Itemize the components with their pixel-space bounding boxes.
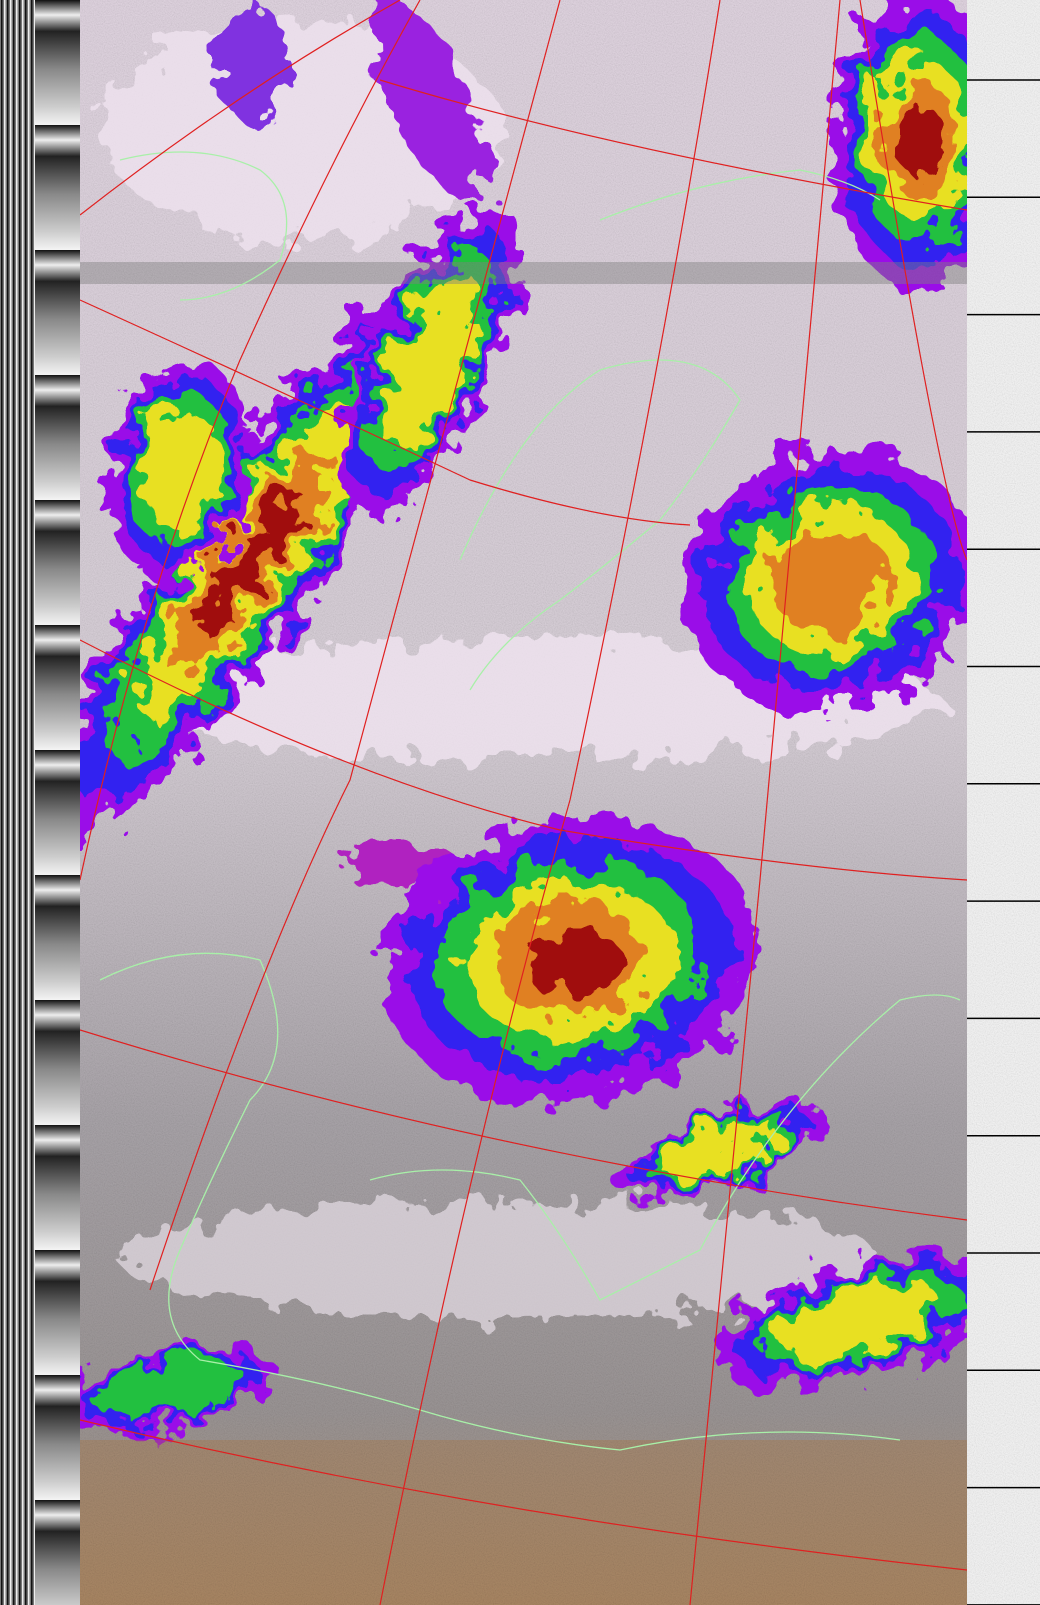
- graticule-line: [80, 1029, 967, 1221]
- sync-line: [7, 0, 9, 1605]
- graticule-line: [859, 0, 967, 561]
- wedge: [35, 250, 80, 375]
- graticule-line: [80, 0, 421, 881]
- storm-layer: [94, 1359, 246, 1421]
- graticule: [80, 0, 967, 1605]
- storm-layer: [140, 410, 220, 530]
- coastlines: [99, 151, 961, 1451]
- coastline: [459, 359, 741, 691]
- sync-line: [16, 0, 18, 1605]
- storm-layer: [770, 527, 890, 633]
- wedge: [35, 625, 80, 750]
- main-view: [80, 0, 967, 1605]
- cloud-cold: [371, 0, 489, 202]
- storm-layer: [897, 102, 943, 178]
- sync-line: [1, 0, 3, 1605]
- telemetry-wedges: [35, 0, 80, 1605]
- cloud-cold: [215, 0, 285, 120]
- graticule-line: [80, 1419, 967, 1571]
- coastline: [99, 952, 901, 1451]
- storm-layer: [198, 489, 302, 631]
- graticule-line: [379, 79, 967, 211]
- sync-line: [13, 0, 15, 1605]
- wedge: [35, 1375, 80, 1500]
- wedge: [35, 1500, 80, 1605]
- wedge: [35, 500, 80, 625]
- wedge: [35, 1125, 80, 1250]
- wedge: [35, 1250, 80, 1375]
- storm-layer: [662, 1122, 778, 1178]
- wedge: [35, 1000, 80, 1125]
- graticule-line: [379, 0, 721, 1605]
- sync-line: [4, 0, 6, 1605]
- storm-layer: [522, 924, 618, 996]
- sync-line: [19, 0, 21, 1605]
- wedge: [35, 0, 80, 125]
- storm-layer: [380, 274, 480, 446]
- sync-line: [10, 0, 12, 1605]
- noise-band: [80, 262, 967, 284]
- warm-ground: [80, 1440, 967, 1605]
- sync-line: [22, 0, 24, 1605]
- telemetry-right: [967, 0, 1040, 1605]
- graticule-line: [80, 299, 691, 526]
- sync-line: [25, 0, 27, 1605]
- cloud-cold: [340, 843, 460, 887]
- coastline: [119, 151, 881, 301]
- wedge: [35, 750, 80, 875]
- sync-lines: [1, 0, 36, 1605]
- cloud-light: [120, 1200, 880, 1320]
- coastline: [369, 994, 961, 1301]
- sync-line: [31, 0, 33, 1605]
- graticule-line: [80, 639, 967, 881]
- graticule-line: [149, 0, 561, 1291]
- wedge: [35, 125, 80, 250]
- wedge: [35, 875, 80, 1000]
- sync-line: [28, 0, 30, 1605]
- storm-layer: [779, 1283, 941, 1357]
- graticule-line: [80, 0, 401, 216]
- sync-line: [34, 0, 36, 1605]
- wedge: [35, 375, 80, 500]
